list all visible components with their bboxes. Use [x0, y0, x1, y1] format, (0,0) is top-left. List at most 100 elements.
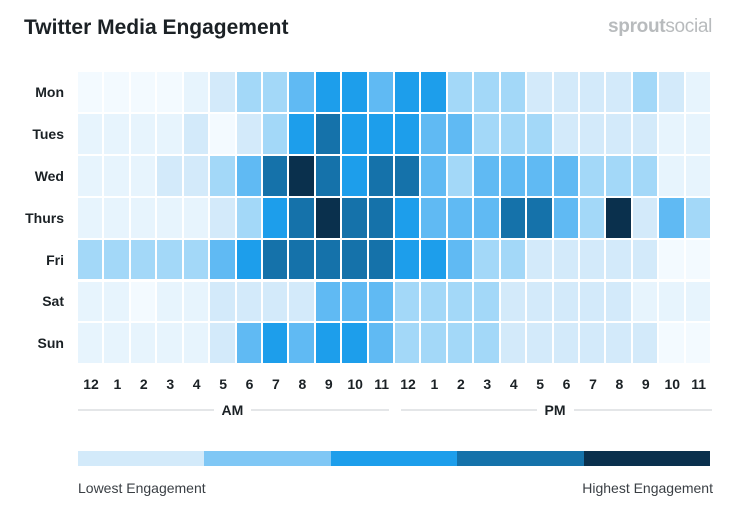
heatmap-cell [659, 113, 684, 154]
row-label: Wed [34, 167, 64, 184]
heatmap-cell [157, 239, 182, 280]
heatmap-cell [579, 72, 605, 112]
heatmap-cell [659, 72, 684, 112]
heatmap-cell [236, 281, 261, 322]
heatmap-cell [500, 197, 526, 238]
heatmap-cell [104, 197, 129, 238]
row-label: Mon [35, 83, 64, 100]
heatmap-cell [342, 155, 367, 196]
heatmap-cell [183, 323, 209, 364]
heatmap-cell [157, 155, 182, 196]
heatmap-cell [606, 113, 631, 154]
heatmap-cell [289, 197, 314, 238]
heatmap-cell [553, 281, 578, 322]
heatmap-cell [262, 197, 288, 238]
heatmap-cell [685, 155, 711, 196]
heatmap-cell [421, 281, 446, 322]
heatmap-cell [262, 239, 288, 280]
heatmap-cell [342, 239, 367, 280]
heatmap-cell [527, 323, 552, 364]
heatmap-cell [500, 155, 526, 196]
heatmap-cell [474, 113, 499, 154]
heatmap-cell [104, 323, 129, 364]
heatmap-cell [606, 197, 631, 238]
row-label: Fri [46, 251, 64, 268]
heatmap-cell [315, 197, 341, 238]
hour-tick-label: 5 [219, 376, 227, 392]
hour-tick-label: 3 [483, 376, 492, 392]
heatmap-cell [315, 113, 341, 154]
heatmap-cell [130, 281, 156, 322]
heatmap-cell [157, 323, 182, 364]
legend-swatch [583, 451, 711, 466]
heatmap-cell [104, 239, 129, 280]
hour-tick-label: 4 [509, 376, 518, 392]
heatmap-cell [421, 113, 446, 154]
heatmap-cell [289, 323, 314, 364]
hour-tick-label: 3 [166, 376, 175, 392]
heatmap-cell [659, 197, 684, 238]
hour-tick-label: 12 [83, 376, 99, 392]
heatmap-cell [500, 281, 526, 322]
heatmap-cell [183, 239, 209, 280]
heatmap-cell [368, 323, 394, 364]
hour-tick-label: 1 [113, 376, 122, 392]
heatmap-cell [104, 281, 129, 322]
heatmap-cell [262, 113, 288, 154]
heatmap-cell [685, 113, 711, 154]
heatmap-cell [183, 155, 209, 196]
heatmap-cell [553, 323, 578, 364]
heatmap-cell [368, 155, 394, 196]
heatmap-cell [579, 323, 605, 364]
heatmap-cell [632, 239, 658, 280]
heatmap-cell [78, 113, 103, 154]
row-label: Thurs [25, 209, 64, 226]
heatmap-cell [236, 239, 261, 280]
hour-tick-label: 2 [456, 376, 465, 392]
heatmap-cell [210, 197, 235, 238]
heatmap-cell [104, 155, 129, 196]
heatmap-cell [183, 281, 209, 322]
heatmap-cell [579, 197, 605, 238]
heatmap-cell [421, 155, 446, 196]
heatmap-cell [289, 239, 314, 280]
heatmap-cell [289, 155, 314, 196]
heatmap-cell [104, 113, 129, 154]
heatmap-cell [289, 72, 314, 112]
hour-tick-label: 9 [324, 376, 333, 392]
hour-tick-label: 10 [664, 376, 681, 392]
heatmap-cell [368, 281, 394, 322]
heatmap-cell [210, 113, 235, 154]
heatmap-cell [500, 113, 526, 154]
heatmap-cell [632, 281, 658, 322]
heatmap-cell [368, 197, 394, 238]
heatmap-cell [421, 323, 446, 364]
heatmap-cell [685, 281, 711, 322]
heatmap-cell [527, 155, 552, 196]
legend-swatch [330, 451, 458, 466]
heatmap-cell [527, 113, 552, 154]
heatmap-cell [78, 197, 103, 238]
heatmap-cell [262, 72, 288, 112]
heatmap-cell [659, 239, 684, 280]
heatmap-cell [447, 72, 473, 112]
heatmap-cell [421, 197, 446, 238]
heatmap-cell [210, 155, 235, 196]
heatmap-cell [157, 197, 182, 238]
heatmap-cell [78, 72, 103, 112]
hour-tick-label: 8 [615, 376, 624, 392]
heatmap-cell [78, 281, 103, 322]
heatmap-cell [183, 113, 209, 154]
heatmap-cell [315, 323, 341, 364]
heatmap-cell [606, 281, 631, 322]
hour-tick-label: 6 [562, 376, 571, 392]
heatmap-cell [262, 323, 288, 364]
heatmap-cell [553, 155, 578, 196]
row-label: Tues [32, 125, 64, 142]
heatmap-cell [500, 72, 526, 112]
heatmap-cell [236, 113, 261, 154]
hour-tick-label: 7 [589, 376, 597, 392]
heatmap-cell [553, 197, 578, 238]
heatmap-cell [474, 155, 499, 196]
